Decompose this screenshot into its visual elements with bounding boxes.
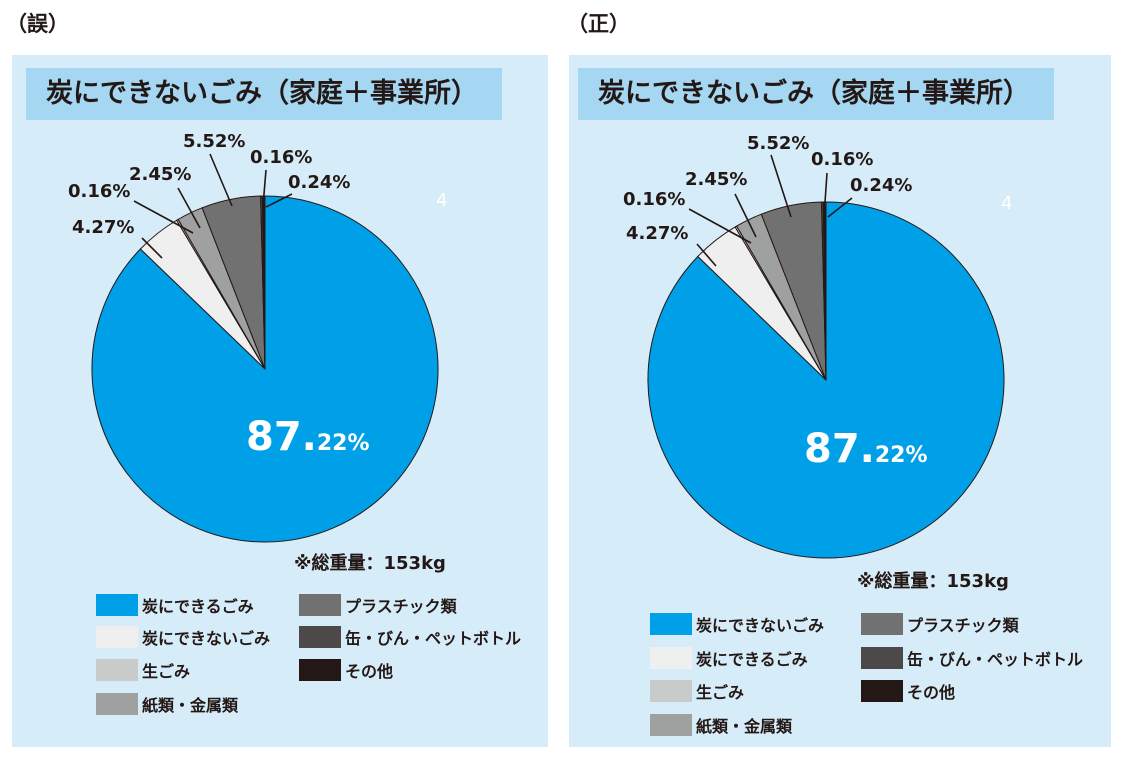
legend-swatch — [299, 594, 341, 616]
leader-line — [141, 237, 163, 259]
legend-item: 生ごみ — [650, 679, 744, 703]
legend-label: 紙類・金属類 — [142, 696, 239, 715]
leader-line — [262, 169, 267, 207]
caption-wrong: （誤） — [6, 12, 69, 36]
legend-swatch — [650, 613, 692, 635]
legend-swatch — [861, 647, 903, 669]
legend-label: その他 — [907, 683, 956, 702]
legend-swatch — [96, 594, 138, 616]
data-label: 0.16% — [250, 147, 312, 168]
legend-swatch — [96, 693, 138, 715]
legend-swatch — [650, 647, 692, 669]
data-label: 0.24% — [850, 175, 912, 196]
data-label: 0.24% — [288, 172, 350, 193]
data-label: 2.45% — [685, 169, 747, 190]
data-label: 4.27% — [626, 223, 688, 244]
legend-item: その他 — [861, 679, 955, 703]
legend-item: 炭にできないごみ — [96, 625, 270, 649]
legend-item: 紙類・金属類 — [96, 692, 238, 716]
chart-panel-correct: 炭にできないごみ（家庭＋事業所） 4.27% 0.16% 2.45% 5.52% 0.1… — [569, 55, 1111, 747]
legend-item: 炭にできるごみ — [96, 593, 254, 617]
caption-correct: （正） — [567, 12, 630, 36]
stray-mark: 4 — [1001, 193, 1012, 214]
data-label: 0.16% — [811, 149, 873, 170]
legend-label: 炭にできるごみ — [696, 650, 808, 669]
legend-item: 炭にできないごみ — [650, 612, 824, 636]
leader-line — [823, 172, 828, 218]
legend-label: 炭にできないごみ — [696, 616, 825, 635]
legend-label: 生ごみ — [142, 662, 191, 681]
legend-item: その他 — [299, 658, 393, 682]
legend-label: 紙類・金属類 — [696, 717, 793, 736]
legend-item: プラスチック類 — [861, 612, 1019, 636]
legend-item: プラスチック類 — [299, 593, 457, 617]
legend-label: 炭にできるごみ — [142, 597, 254, 616]
leader-line — [265, 193, 293, 208]
data-label: 5.52% — [747, 133, 809, 154]
legend-swatch — [861, 680, 903, 702]
chart-title: 炭にできないごみ（家庭＋事業所） — [578, 68, 1054, 120]
leader-line — [770, 154, 792, 218]
chart-title: 炭にできないごみ（家庭＋事業所） — [26, 68, 502, 120]
leader-line — [177, 187, 201, 229]
data-label: 2.45% — [129, 164, 191, 185]
leader-line — [209, 153, 233, 207]
legend-swatch — [650, 714, 692, 736]
leader-line — [696, 243, 717, 267]
stray-mark: 4 — [436, 190, 447, 211]
leader-line — [133, 200, 194, 234]
data-label: 5.52% — [183, 131, 245, 152]
legend-swatch — [299, 659, 341, 681]
legend-label: プラスチック類 — [907, 616, 1019, 635]
legend-label: 炭にできないごみ — [142, 629, 271, 648]
legend-swatch — [96, 626, 138, 648]
pie-chart: 4.27%0.16%2.45%5.52%0.16%0.24%87.22%4 — [68, 131, 447, 543]
legend-label: その他 — [345, 662, 394, 681]
chart-panel-wrong: 炭にできないごみ（家庭＋事業所） 4.27% 0.16% 2.45% 5.52% 0.1… — [12, 55, 548, 747]
legend-item: 紙類・金属類 — [650, 713, 792, 737]
legend-label: 缶・びん・ペットボトル — [907, 650, 1084, 669]
data-label: 0.16% — [68, 181, 130, 202]
legend-swatch — [861, 613, 903, 635]
data-label-main: 87.22% — [804, 426, 928, 472]
data-label-main: 87.22% — [246, 414, 370, 460]
leader-line — [827, 197, 853, 218]
legend-label: 缶・びん・ペットボトル — [345, 629, 522, 648]
legend-item: 炭にできるごみ — [650, 646, 808, 670]
leader-line — [688, 208, 752, 244]
data-label: 0.16% — [623, 189, 685, 210]
legend-item: 缶・びん・ペットボトル — [861, 646, 1083, 670]
legend-item: 缶・びん・ペットボトル — [299, 625, 521, 649]
legend-item: 生ごみ — [96, 658, 190, 682]
total-weight: ※総重量：153kg — [294, 553, 446, 574]
legend-label: 生ごみ — [696, 683, 745, 702]
legend-label: プラスチック類 — [345, 597, 457, 616]
legend-swatch — [650, 680, 692, 702]
total-weight: ※総重量：153kg — [857, 571, 1009, 592]
legend-swatch — [96, 659, 138, 681]
leader-line — [734, 193, 757, 238]
pie-chart: 4.27%0.16%2.45%5.52%0.16%0.24%87.22%4 — [623, 133, 1012, 559]
legend-swatch — [299, 626, 341, 648]
data-label: 4.27% — [72, 217, 134, 238]
